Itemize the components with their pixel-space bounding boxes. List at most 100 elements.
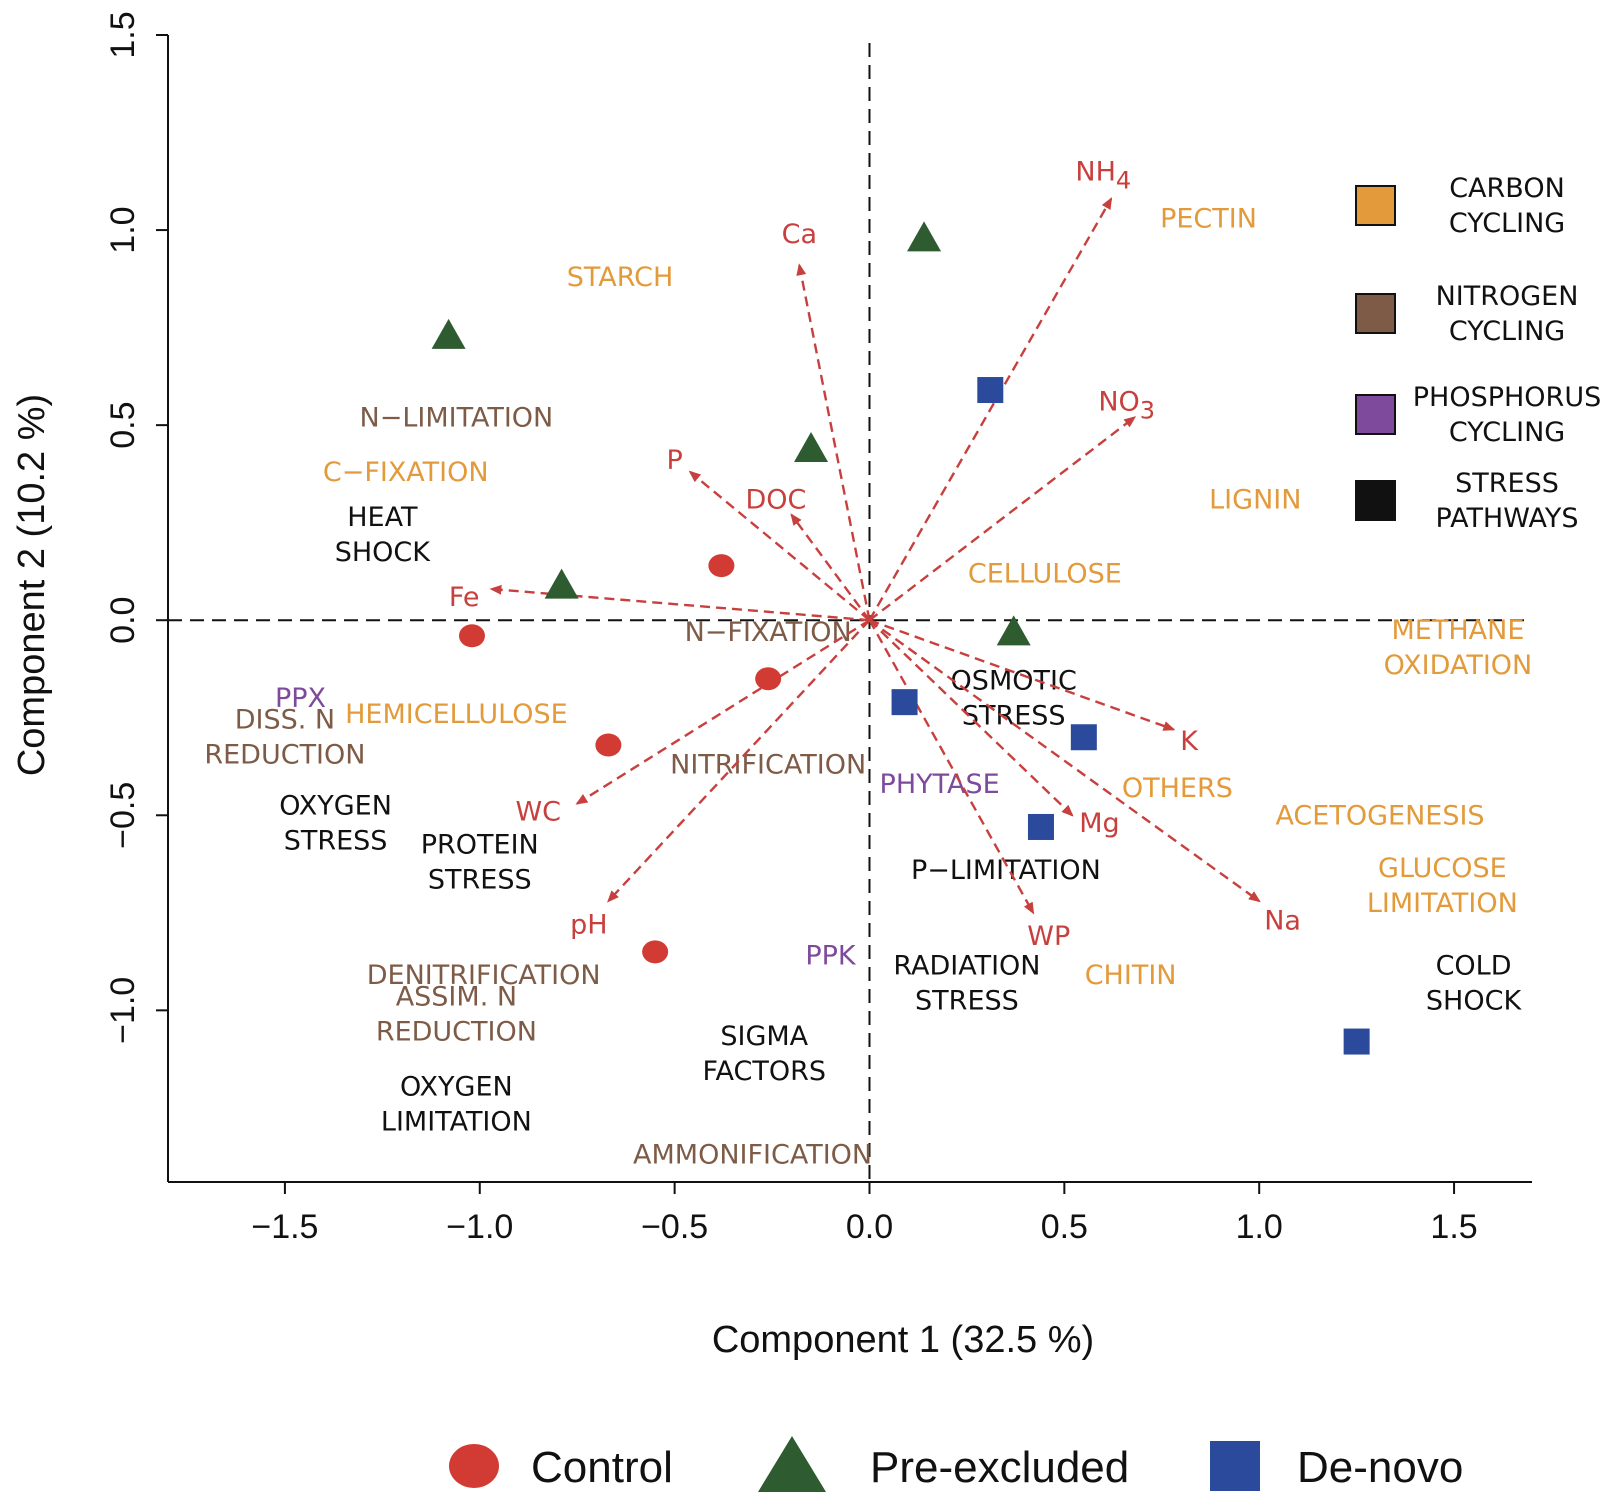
x-tick-label: 1.0 [1236, 1208, 1283, 1246]
legend-group-label: De-novo [1297, 1443, 1463, 1492]
function-label: PPX [275, 683, 326, 714]
y-axis-ticks: −1.0 −0.5 0.0 0.5 1.0 1.5 [104, 11, 168, 1044]
function-label: LIGNIN [1209, 484, 1301, 515]
function-label: N−LIMITATION [360, 402, 554, 433]
env-vector-label: Ca [782, 219, 817, 250]
de-novo-point [1027, 813, 1054, 840]
function-label: NITRIFICATION [670, 750, 866, 781]
env-vector-arrow [869, 619, 1176, 731]
env-vector-label: P [666, 445, 682, 476]
function-label: PPK [805, 941, 857, 972]
function-label: PHYTASE [880, 769, 1000, 800]
legend-label: CYCLING [1449, 316, 1565, 347]
function-label: REDUCTION [376, 1017, 537, 1048]
env-vector-label: pH [570, 910, 607, 941]
function-label: FACTORS [702, 1056, 826, 1087]
env-vector-arrow [868, 197, 1113, 621]
legend-group-label: Pre-excluded [870, 1443, 1129, 1492]
function-label: HEAT [347, 502, 418, 533]
function-label: SHOCK [335, 537, 432, 568]
env-vector-label: WC [515, 796, 561, 827]
de-novo-point [891, 689, 918, 716]
legend-label: PATHWAYS [1436, 503, 1579, 534]
x-tick-label: −1.5 [251, 1208, 318, 1246]
function-label: CELLULOSE [968, 558, 1122, 589]
function-labels: PECTIN STARCH N−LIMITATION C−FIXATION LIGNIN… [204, 203, 1532, 1170]
x-tick-label: −1.0 [446, 1208, 513, 1246]
legend-label: PHOSPHORUS [1413, 382, 1601, 413]
pre-excluded-point [544, 568, 579, 599]
env-vector-label: Mg [1079, 808, 1119, 839]
env-vector-arrow [868, 416, 1137, 622]
function-label: DENITRIFICATION [367, 960, 601, 991]
function-label: LIMITATION [1367, 888, 1518, 919]
x-axis-title: Component 1 (32.5 %) [712, 1319, 1094, 1361]
function-label: OTHERS [1122, 773, 1233, 804]
function-label: OXYGEN [279, 791, 392, 822]
legend-swatch-nitrogen [1355, 293, 1396, 334]
legend-marker-denovo [1210, 1441, 1260, 1491]
env-vector-label: WP [1027, 921, 1070, 952]
env-vector-label: NO3 [1098, 387, 1155, 425]
function-label: P−LIMITATION [911, 855, 1101, 886]
legend-label: CARBON [1449, 173, 1565, 204]
function-label: METHANE [1392, 615, 1525, 646]
x-tick-label: 1.5 [1430, 1208, 1477, 1246]
function-label: STRESS [284, 826, 388, 857]
control-point [642, 940, 669, 964]
legend-label: STRESS [1455, 468, 1559, 499]
env-vector-arrow [688, 470, 871, 622]
control-point [595, 733, 622, 757]
env-vector-label: K [1180, 726, 1199, 757]
env-vector-label: Na [1264, 906, 1301, 937]
de-novo-point [977, 377, 1004, 404]
x-tick-label: 0.0 [846, 1208, 893, 1246]
environmental-vectors: NH4 Ca NO3 P DOC Fe K Mg WP Na WC pH [449, 157, 1301, 953]
control-point [458, 624, 485, 648]
function-label: CHITIN [1085, 960, 1177, 991]
y-tick-label: −1.0 [104, 977, 142, 1044]
env-vector-label: Fe [449, 582, 480, 613]
env-vector-arrow [868, 619, 1261, 903]
function-label: STRESS [428, 865, 532, 896]
y-tick-label: −0.5 [104, 782, 142, 849]
sample-points [431, 221, 1370, 1055]
y-tick-label: 1.5 [104, 11, 142, 58]
legend-label: NITROGEN [1436, 281, 1579, 312]
env-vector-arrow [575, 619, 871, 805]
control-point [708, 554, 735, 578]
function-label: OXIDATION [1384, 650, 1533, 681]
env-vector-label: NH4 [1075, 157, 1131, 195]
function-label: HEMICELLULOSE [345, 699, 568, 730]
env-vector-arrow [796, 263, 871, 621]
legend-marker-control [449, 1444, 499, 1488]
x-tick-label: −0.5 [641, 1208, 708, 1246]
category-legend: CARBON CYCLING NITROGEN CYCLING PHOSPHORUS CY… [1355, 173, 1601, 534]
function-label: OXYGEN [400, 1071, 513, 1102]
env-vector-label: DOC [746, 484, 807, 515]
y-tick-label: 0.5 [104, 402, 142, 449]
legend-label: CYCLING [1449, 417, 1565, 448]
function-label: PROTEIN [421, 830, 539, 861]
env-vector-arrow [868, 619, 1035, 915]
env-vector-subscript: 3 [1140, 397, 1155, 425]
function-label: PECTIN [1160, 203, 1257, 234]
function-label: STARCH [567, 262, 674, 293]
pre-excluded-point [794, 432, 829, 463]
env-vector-subscript: 4 [1116, 167, 1131, 195]
function-label: SIGMA [720, 1021, 808, 1052]
function-label: C−FIXATION [323, 457, 489, 488]
function-label: SHOCK [1426, 986, 1523, 1017]
function-label: OSMOTIC [951, 666, 1077, 697]
y-axis-title: Component 2 (10.2 %) [11, 394, 53, 776]
function-label: ASSIM. N [396, 982, 517, 1013]
y-tick-label: 0.0 [104, 597, 142, 644]
function-label: COLD [1436, 951, 1512, 982]
de-novo-point [1343, 1028, 1370, 1055]
function-label: AMMONIFICATION [633, 1140, 872, 1171]
pre-excluded-point [907, 221, 942, 252]
function-label: GLUCOSE [1378, 853, 1507, 884]
x-tick-label: 0.5 [1041, 1208, 1088, 1246]
env-vector-arrow [790, 513, 871, 621]
